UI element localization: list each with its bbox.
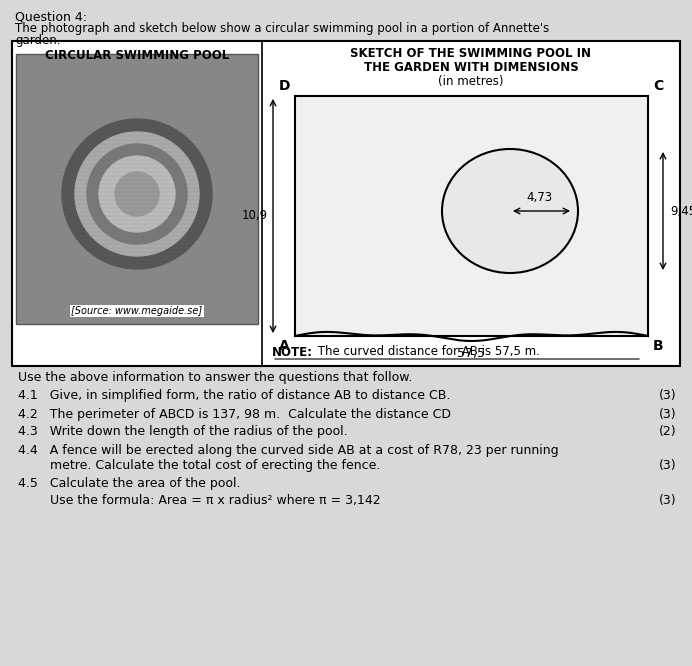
Text: [Source: www.megaide.se]: [Source: www.megaide.se] xyxy=(71,306,203,316)
Text: Question 4:: Question 4: xyxy=(15,10,87,23)
Text: (2): (2) xyxy=(658,425,676,438)
Text: (3): (3) xyxy=(658,389,676,402)
Text: (3): (3) xyxy=(658,459,676,472)
Text: metre. Calculate the total cost of erecting the fence.: metre. Calculate the total cost of erect… xyxy=(18,459,381,472)
Text: C: C xyxy=(653,79,663,93)
Text: (3): (3) xyxy=(658,408,676,421)
Text: 10,9: 10,9 xyxy=(242,210,268,222)
Text: 4.2   The perimeter of ABCD is 137, 98 m.  Calculate the distance CD: 4.2 The perimeter of ABCD is 137, 98 m. … xyxy=(18,408,451,421)
Ellipse shape xyxy=(442,149,578,273)
Text: CIRCULAR SWIMMING POOL: CIRCULAR SWIMMING POOL xyxy=(45,49,229,62)
Text: 4.3   Write down the length of the radius of the pool.: 4.3 Write down the length of the radius … xyxy=(18,425,347,438)
Text: garden.: garden. xyxy=(15,34,60,47)
Text: The curved distance for AB is 57,5 m.: The curved distance for AB is 57,5 m. xyxy=(314,346,540,358)
Circle shape xyxy=(75,132,199,256)
Text: (3): (3) xyxy=(658,494,676,507)
Text: 9,45: 9,45 xyxy=(670,204,692,218)
Text: SKETCH OF THE SWIMMING POOL IN: SKETCH OF THE SWIMMING POOL IN xyxy=(351,47,592,60)
Text: NOTE:: NOTE: xyxy=(272,346,313,358)
Text: A: A xyxy=(280,339,290,353)
Text: 4.4   A fence will be erected along the curved side AB at a cost of R78, 23 per : 4.4 A fence will be erected along the cu… xyxy=(18,444,558,457)
Text: The photograph and sketch below show a circular swimming pool in a portion of An: The photograph and sketch below show a c… xyxy=(15,22,549,35)
Circle shape xyxy=(62,119,212,269)
Text: 57,5: 57,5 xyxy=(457,348,486,360)
Bar xyxy=(12,41,680,366)
Text: 4.1   Give, in simplified form, the ratio of distance AB to distance CB.: 4.1 Give, in simplified form, the ratio … xyxy=(18,389,450,402)
Text: D: D xyxy=(278,79,290,93)
Circle shape xyxy=(115,172,159,216)
Text: 4.5   Calculate the area of the pool.: 4.5 Calculate the area of the pool. xyxy=(18,477,241,490)
Text: THE GARDEN WITH DIMENSIONS: THE GARDEN WITH DIMENSIONS xyxy=(363,61,579,74)
Bar xyxy=(295,96,648,336)
Text: Use the above information to answer the questions that follow.: Use the above information to answer the … xyxy=(18,371,412,384)
Text: 4,73: 4,73 xyxy=(526,190,552,204)
Text: (in metres): (in metres) xyxy=(438,75,504,88)
Text: Use the formula: Area = π x radius² where π = 3,142: Use the formula: Area = π x radius² wher… xyxy=(18,494,381,507)
Circle shape xyxy=(87,144,187,244)
Circle shape xyxy=(99,156,175,232)
Text: B: B xyxy=(653,339,664,353)
Bar xyxy=(16,54,258,324)
